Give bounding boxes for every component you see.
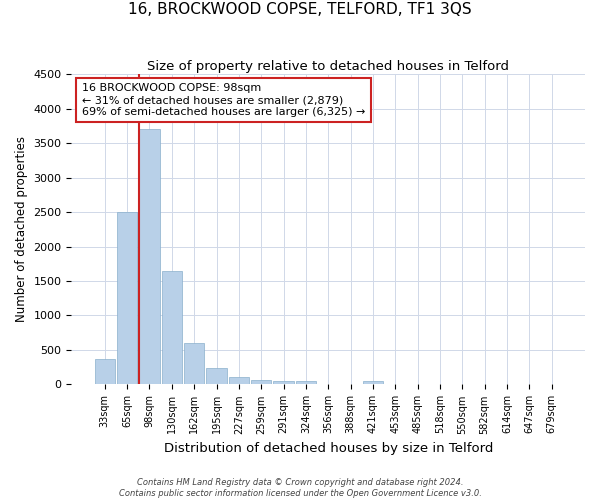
Bar	[274, 380, 293, 384]
Title: Size of property relative to detached houses in Telford: Size of property relative to detached ho…	[147, 60, 509, 73]
Text: 16, BROCKWOOD COPSE, TELFORD, TF1 3QS: 16, BROCKWOOD COPSE, TELFORD, TF1 3QS	[128, 2, 472, 18]
Bar	[95, 359, 115, 384]
Bar	[206, 368, 227, 384]
X-axis label: Distribution of detached houses by size in Telford: Distribution of detached houses by size …	[164, 442, 493, 455]
Y-axis label: Number of detached properties: Number of detached properties	[15, 136, 28, 322]
Text: Contains HM Land Registry data © Crown copyright and database right 2024.
Contai: Contains HM Land Registry data © Crown c…	[119, 478, 481, 498]
Bar	[229, 377, 249, 384]
Bar	[251, 380, 271, 384]
Bar	[162, 272, 182, 384]
Bar	[296, 381, 316, 384]
Bar	[139, 130, 160, 384]
Bar	[363, 381, 383, 384]
Bar	[184, 343, 204, 384]
Text: 16 BROCKWOOD COPSE: 98sqm
← 31% of detached houses are smaller (2,879)
69% of se: 16 BROCKWOOD COPSE: 98sqm ← 31% of detac…	[82, 84, 365, 116]
Bar	[117, 212, 137, 384]
